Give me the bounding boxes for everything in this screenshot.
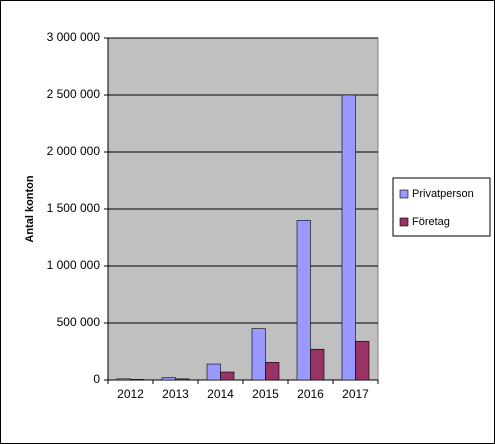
bar: [265, 362, 280, 381]
y-tick-label: 2 500 000: [47, 87, 101, 101]
legend-label: Privatperson: [412, 188, 474, 200]
x-tick-label: 2012: [117, 387, 144, 401]
x-tick-label: 2013: [162, 387, 189, 401]
legend-box: [392, 177, 491, 237]
bar: [175, 378, 190, 381]
y-tick-label: 0: [93, 372, 100, 386]
legend-swatch: [399, 189, 409, 199]
bar: [220, 371, 235, 381]
y-axis-label: Antal konton: [24, 175, 36, 242]
y-tick-label: 3 000 000: [47, 30, 101, 44]
legend-label: Företag: [412, 216, 450, 228]
bar: [130, 379, 145, 381]
x-tick-label: 2014: [207, 387, 234, 401]
bar: [116, 378, 131, 381]
y-tick-label: 500 000: [57, 315, 101, 329]
bar: [296, 220, 311, 381]
legend-swatch: [399, 217, 409, 227]
bar: [206, 363, 221, 381]
x-tick-label: 2015: [252, 387, 279, 401]
bar: [251, 328, 266, 381]
y-tick-label: 1 500 000: [47, 201, 101, 215]
x-tick-label: 2017: [342, 387, 369, 401]
y-tick-label: 1 000 000: [47, 258, 101, 272]
bar: [341, 94, 356, 381]
x-tick-label: 2016: [297, 387, 324, 401]
y-tick-label: 2 000 000: [47, 144, 101, 158]
bar: [161, 377, 176, 381]
bar: [355, 340, 370, 381]
bar: [310, 348, 325, 381]
